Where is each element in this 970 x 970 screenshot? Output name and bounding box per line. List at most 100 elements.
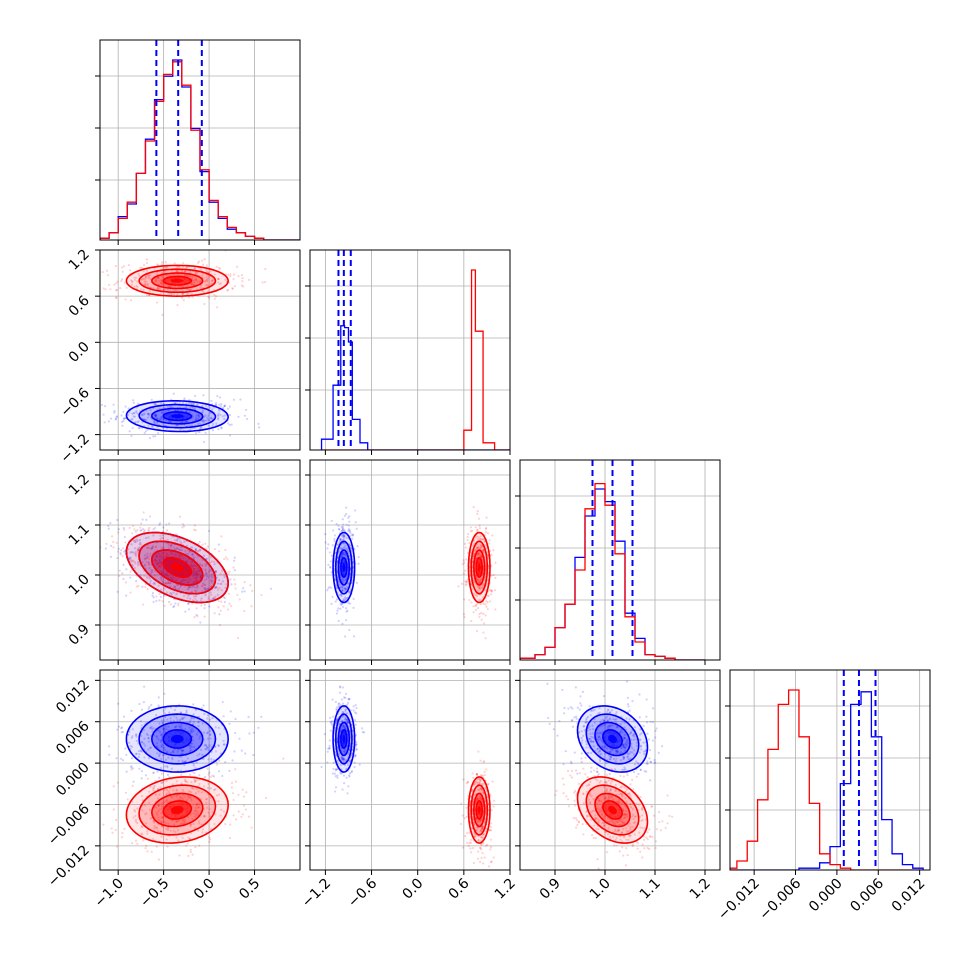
sample-point [348, 759, 352, 762]
sample-point [475, 772, 478, 776]
sample-point [339, 763, 342, 767]
sample-point [152, 786, 155, 789]
sample-point [165, 555, 168, 559]
sample-point [229, 604, 233, 608]
sample-point [157, 729, 160, 732]
sample-point [143, 574, 146, 577]
sample-point [335, 768, 338, 771]
sample-point [224, 278, 227, 281]
sample-point [95, 547, 97, 549]
sample-point [190, 585, 193, 588]
sample-point [234, 768, 237, 771]
sample-point [177, 583, 180, 587]
sample-point [472, 579, 476, 582]
sample-point [209, 838, 212, 841]
sample-point [198, 570, 202, 573]
sample-point [156, 562, 159, 566]
sample-point [149, 554, 152, 557]
sample-point [119, 552, 122, 555]
sample-point [147, 736, 150, 740]
sample-point [151, 545, 155, 548]
sample-point [653, 762, 656, 765]
sample-point [340, 586, 344, 589]
sample-point [151, 837, 155, 841]
sample-point [340, 727, 343, 731]
sample-point [335, 709, 338, 712]
sample-point [215, 794, 219, 797]
sample-point [624, 768, 627, 771]
sample-point [157, 819, 160, 822]
sample-point [473, 581, 476, 584]
sample-point [479, 779, 482, 783]
sample-point [132, 559, 135, 562]
sample-point [492, 856, 495, 859]
sample-point [343, 725, 346, 728]
contour-red [162, 275, 193, 286]
sample-point [110, 535, 114, 538]
sample-point [181, 836, 184, 840]
sample-point [229, 434, 232, 437]
sample-point [341, 587, 344, 590]
sample-point [478, 820, 481, 823]
sample-point [479, 797, 482, 800]
sample-point [199, 599, 202, 602]
sample-point [199, 564, 202, 567]
sample-point [218, 623, 222, 627]
sample-point [141, 277, 144, 281]
sample-point [245, 408, 248, 411]
sample-point [184, 420, 188, 423]
sample-point [148, 289, 151, 292]
sample-point [208, 729, 212, 733]
sample-point [214, 788, 217, 791]
sample-point [479, 820, 482, 823]
sample-point [131, 418, 134, 421]
sample-point [164, 581, 167, 585]
sample-point [184, 844, 188, 847]
sample-point [139, 543, 142, 546]
sample-point [257, 426, 261, 429]
sample-point [223, 743, 226, 746]
sample-point [207, 529, 211, 533]
sample-point [186, 581, 189, 584]
sample-point [480, 787, 483, 790]
sample-point [206, 717, 209, 720]
sample-point [200, 584, 203, 588]
sample-point [347, 701, 350, 704]
sample-point [346, 547, 349, 550]
sample-point [145, 258, 149, 261]
sample-point [124, 417, 127, 420]
sample-point [494, 561, 497, 564]
sample-point [179, 718, 182, 721]
sample-point [194, 806, 197, 809]
sample-point [349, 534, 352, 538]
sample-point [215, 763, 219, 766]
hist-group [730, 670, 924, 870]
sample-point [160, 719, 164, 722]
sample-point [343, 758, 346, 761]
sample-point [627, 705, 630, 708]
sample-point [217, 278, 220, 281]
sample-point [340, 595, 343, 598]
sample-point [342, 710, 345, 714]
sample-point [162, 546, 165, 549]
sample-point [160, 805, 164, 808]
sample-point [203, 280, 206, 283]
sample-point [355, 712, 358, 715]
sample-point [216, 582, 220, 585]
sample-point [159, 537, 162, 540]
sample-point [173, 262, 176, 265]
sample-point [476, 546, 479, 549]
sample-point [340, 529, 343, 533]
sample-point [347, 697, 350, 700]
sample-point [228, 413, 232, 417]
sample-point [208, 419, 211, 422]
sample-point [138, 753, 141, 756]
sample-point [142, 270, 145, 273]
sample-point [124, 747, 127, 750]
sample-point [344, 696, 347, 700]
sample-point [116, 518, 119, 522]
sample-point [158, 552, 161, 555]
sample-point [193, 615, 196, 619]
sample-point [196, 272, 199, 275]
sample-point [160, 281, 163, 284]
